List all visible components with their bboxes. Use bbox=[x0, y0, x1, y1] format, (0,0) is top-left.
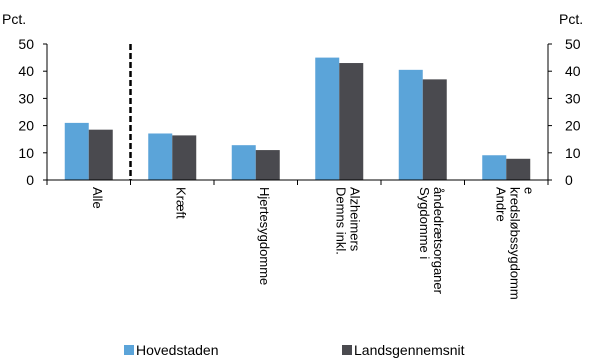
y-tick-label-left: 0 bbox=[26, 172, 34, 188]
y-axis-right: 0 10 20 30 40 50 bbox=[548, 36, 581, 188]
y-axis-left-label: Pct. bbox=[2, 11, 26, 27]
bar-landsgennemsnit-0 bbox=[88, 129, 113, 180]
bar-hovedstaden-3 bbox=[315, 57, 340, 180]
y-tick-label-right: 20 bbox=[565, 118, 581, 134]
legend: Hovedstaden Landsgennemsnit bbox=[0, 340, 592, 360]
x-axis-ticks bbox=[46, 180, 549, 185]
legend-label-landsgennemsnit: Landsgennemsnit bbox=[354, 342, 465, 358]
bar-hovedstaden-4 bbox=[398, 69, 423, 180]
x-label-3-line-0: Demns inkl. bbox=[333, 187, 348, 255]
bar-hovedstaden-1 bbox=[148, 133, 173, 180]
legend-item-landsgennemsnit: Landsgennemsnit bbox=[342, 340, 465, 360]
y-tick-label-right: 50 bbox=[565, 36, 581, 52]
legend-swatch-hovedstaden bbox=[124, 345, 134, 355]
x-label-1-line-0: Kræft bbox=[173, 187, 188, 219]
y-tick-label-left: 50 bbox=[18, 36, 34, 52]
y-tick-label-right: 30 bbox=[565, 90, 581, 106]
x-label-4-line-0: Sygdomme i bbox=[417, 187, 432, 259]
legend-swatch-landsgennemsnit bbox=[342, 345, 352, 355]
x-label-2-line-0: Hjertesygdomme bbox=[257, 187, 272, 285]
y-axis-left: 0 10 20 30 40 50 bbox=[18, 36, 47, 188]
bars bbox=[64, 57, 531, 180]
y-tick-label-right: 40 bbox=[565, 63, 581, 79]
x-label-5-line-1: kredsløbssygdomm bbox=[507, 187, 522, 300]
x-label-4-line-1: åndedrætsorganer bbox=[431, 187, 446, 295]
x-label-0-line-0: Alle bbox=[90, 187, 105, 209]
y-tick-label-left: 10 bbox=[18, 145, 34, 161]
bar-landsgennemsnit-3 bbox=[339, 63, 364, 180]
y-tick-label-left: 40 bbox=[18, 63, 34, 79]
x-label-5-line-2: e bbox=[521, 187, 536, 194]
bar-landsgennemsnit-2 bbox=[255, 150, 280, 180]
y-tick-label-left: 30 bbox=[18, 90, 34, 106]
y-tick-label-right: 10 bbox=[565, 145, 581, 161]
bar-hovedstaden-5 bbox=[482, 155, 507, 180]
bar-hovedstaden-2 bbox=[231, 145, 256, 180]
x-axis-labels: Alle Kræft Hjertesygdomme Demns inkl. Alzhei… bbox=[90, 187, 537, 300]
chart-svg: Pct. Pct. 0 10 20 30 40 50 0 10 20 30 40 50 Alle Kr… bbox=[2, 11, 583, 300]
legend-item-hovedstaden: Hovedstaden bbox=[124, 340, 219, 360]
bar-hovedstaden-0 bbox=[64, 122, 89, 180]
x-label-5-line-0: Andre bbox=[493, 187, 508, 222]
y-tick-label-right: 0 bbox=[565, 172, 573, 188]
bar-landsgennemsnit-4 bbox=[422, 79, 447, 180]
x-label-3-line-1: Alzheimers bbox=[347, 187, 362, 252]
y-tick-label-left: 20 bbox=[18, 118, 34, 134]
bar-landsgennemsnit-5 bbox=[506, 158, 531, 180]
bar-landsgennemsnit-1 bbox=[172, 135, 197, 180]
y-axis-right-label: Pct. bbox=[559, 11, 583, 27]
legend-label-hovedstaden: Hovedstaden bbox=[136, 342, 219, 358]
